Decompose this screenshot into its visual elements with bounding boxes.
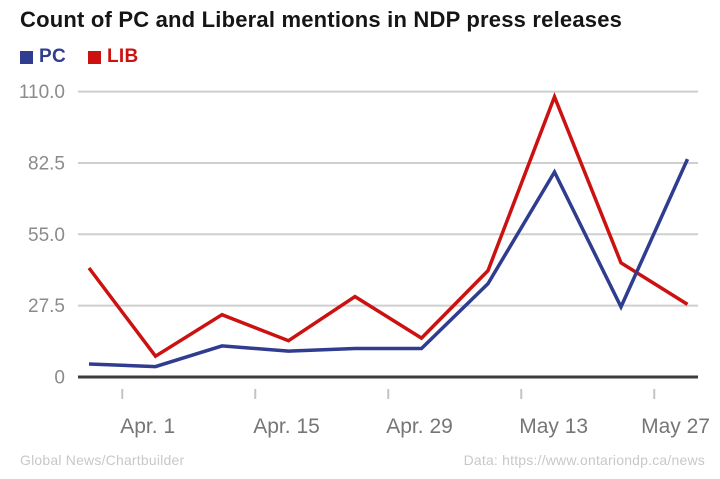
legend-item-pc: PC [20,46,66,68]
x-axis-tick-label: Apr. 15 [253,415,320,438]
lib-series-line [87,92,689,359]
chart-title: Count of PC and Liberal mentions in NDP … [20,7,623,32]
x-axis-tick-label: Apr. 1 [120,415,175,438]
y-axis-tick-label: 110.0 [19,82,65,103]
lib-swatch-icon [88,50,101,64]
legend-label-lib: LIB [107,46,139,67]
legend: PC LIB [20,46,139,68]
x-axis-tick-label: May 27 [641,415,710,438]
y-axis-tick-label: 27.5 [28,296,65,317]
legend-label-pc: PC [39,46,66,67]
x-axis-tick-label: Apr. 29 [386,415,453,438]
pc-series-line [88,158,690,369]
y-axis-tick-label: 55.0 [28,225,65,246]
y-axis-tick-label: 0 [54,368,65,389]
footer-source: Data: https://www.ontariondp.ca/news [463,452,705,468]
pc-swatch-icon [20,50,33,64]
footer-credit: Global News/Chartbuilder [20,452,185,468]
x-axis-tick-label: May 13 [519,415,588,438]
footer: Global News/Chartbuilder Data: https://w… [20,452,705,468]
y-axis-tick-label: 82.5 [28,153,65,174]
legend-item-lib: LIB [88,46,139,68]
